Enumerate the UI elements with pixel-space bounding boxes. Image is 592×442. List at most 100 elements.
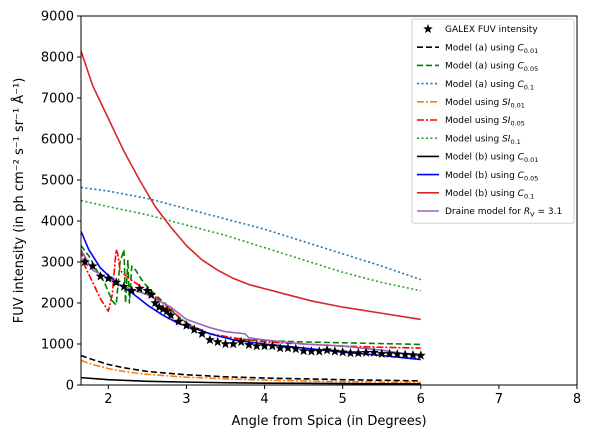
galex-point	[275, 342, 286, 353]
galex-point	[283, 342, 293, 353]
legend-label: Model (b) using C0.1	[445, 189, 534, 201]
galex-point	[103, 273, 114, 283]
galex-point	[146, 289, 157, 300]
x-tick-label: 8	[573, 392, 581, 407]
galex-point	[361, 347, 372, 357]
series-line-2	[81, 245, 421, 346]
galex-point	[220, 338, 231, 349]
galex-point	[154, 301, 165, 312]
legend-label: Model (b) using C0.05	[445, 171, 538, 183]
legend-box	[411, 18, 575, 224]
galex-point	[259, 340, 270, 351]
galex-point	[306, 346, 317, 356]
series-line-5	[81, 248, 421, 349]
legend-entry: Draine model for RV = 3.1	[417, 207, 562, 219]
legend-label: Model (a) using C0.01	[445, 43, 538, 55]
legend-star-icon	[423, 24, 433, 34]
legend-label: GALEX FUV intensity	[445, 25, 538, 35]
x-axis-label: Angle from Spica (in Degrees)	[231, 414, 426, 429]
galex-point	[415, 350, 426, 360]
legend-entry: Model (b) using C0.05	[417, 171, 538, 183]
galex-point	[173, 316, 184, 326]
legend-entry: Model using SI0.05	[417, 116, 525, 128]
galex-point	[236, 336, 247, 347]
x-tick-label: 3	[182, 392, 190, 407]
galex-point	[243, 339, 254, 350]
legend-label: Model (a) using C0.1	[445, 80, 534, 92]
galex-point	[290, 343, 301, 354]
galex-point	[251, 340, 262, 351]
galex-point	[322, 344, 332, 355]
x-tick-label: 2	[104, 392, 112, 407]
legend-entry: Model (a) using C0.1	[417, 80, 534, 92]
galex-point	[337, 347, 348, 357]
series-line-4	[81, 359, 421, 384]
galex-point	[126, 285, 137, 295]
galex-point	[150, 297, 161, 308]
galex-point	[267, 340, 278, 351]
legend-entry: Model using SI0.01	[417, 98, 525, 110]
galex-point	[376, 348, 387, 359]
y-tick-label: 8000	[41, 51, 74, 66]
x-tick-label: 7	[495, 392, 503, 407]
series-line-6	[81, 199, 421, 292]
legend-label: Model using SI0.01	[445, 98, 525, 110]
galex-point	[329, 346, 340, 356]
series-line-9	[81, 50, 421, 321]
galex-point	[408, 349, 418, 360]
x-tick-label: 4	[260, 392, 268, 407]
galex-point	[204, 334, 215, 345]
legend-entry: Model using SI0.1	[417, 134, 521, 146]
galex-point	[87, 260, 98, 271]
galex-point	[111, 277, 122, 287]
legend-label: Draine model for RV = 3.1	[445, 207, 562, 219]
galex-point	[161, 306, 172, 316]
legend-label: Model (a) using C0.05	[445, 62, 538, 74]
y-tick-label: 3000	[41, 256, 74, 271]
legend-entry: Model (b) using C0.1	[417, 189, 534, 201]
series-galex-fuv	[81, 256, 426, 360]
galex-point	[81, 256, 90, 267]
galex-point	[368, 347, 379, 357]
galex-point	[142, 285, 153, 295]
galex-point	[314, 346, 325, 356]
galex-point	[345, 347, 356, 358]
galex-point	[165, 310, 176, 320]
galex-point	[119, 281, 129, 291]
galex-point	[384, 348, 395, 359]
legend-entry: Model (a) using C0.01	[417, 43, 538, 55]
series-line-7	[81, 376, 421, 385]
legend-entry: Model (a) using C0.05	[417, 62, 538, 74]
legend-label: Model using SI0.1	[445, 134, 521, 146]
series-line-1	[81, 354, 421, 382]
y-axis: 0 1000 2000 3000 4000 5000 6000 7000 8000 9000	[41, 10, 81, 394]
y-tick-label: 7000	[41, 92, 74, 107]
y-tick-label: 5000	[41, 174, 74, 189]
y-axis-label: FUV intensity (in ph cm⁻² s⁻¹ sr⁻¹ Å⁻¹)	[11, 78, 27, 324]
y-tick-label: 9000	[41, 10, 74, 25]
legend-label: Model using SI0.05	[445, 116, 525, 128]
y-tick-label: 2000	[41, 297, 74, 312]
galex-point	[298, 345, 309, 356]
galex-point	[181, 320, 192, 330]
galex-point	[197, 328, 208, 338]
x-axis: 2 3 4 5 6 7 8	[104, 385, 581, 407]
galex-point	[228, 338, 239, 349]
legend-entry: Model (b) using C0.01	[417, 153, 538, 165]
galex-point	[158, 303, 168, 314]
galex-point	[95, 271, 106, 281]
legend-entry: GALEX FUV intensity	[423, 24, 538, 35]
y-tick-label: 4000	[41, 215, 74, 230]
galex-point	[353, 347, 364, 358]
galex-point	[392, 349, 403, 359]
galex-point	[134, 283, 145, 293]
legend-label: Model (b) using C0.01	[445, 153, 538, 165]
galex-point	[189, 324, 200, 334]
series-line-3	[81, 186, 422, 281]
plot-frame	[80, 15, 578, 386]
galex-point	[400, 349, 411, 359]
legend: GALEX FUV intensity Model (a) using C0.01…	[411, 18, 575, 224]
y-tick-label: 1000	[41, 338, 74, 353]
